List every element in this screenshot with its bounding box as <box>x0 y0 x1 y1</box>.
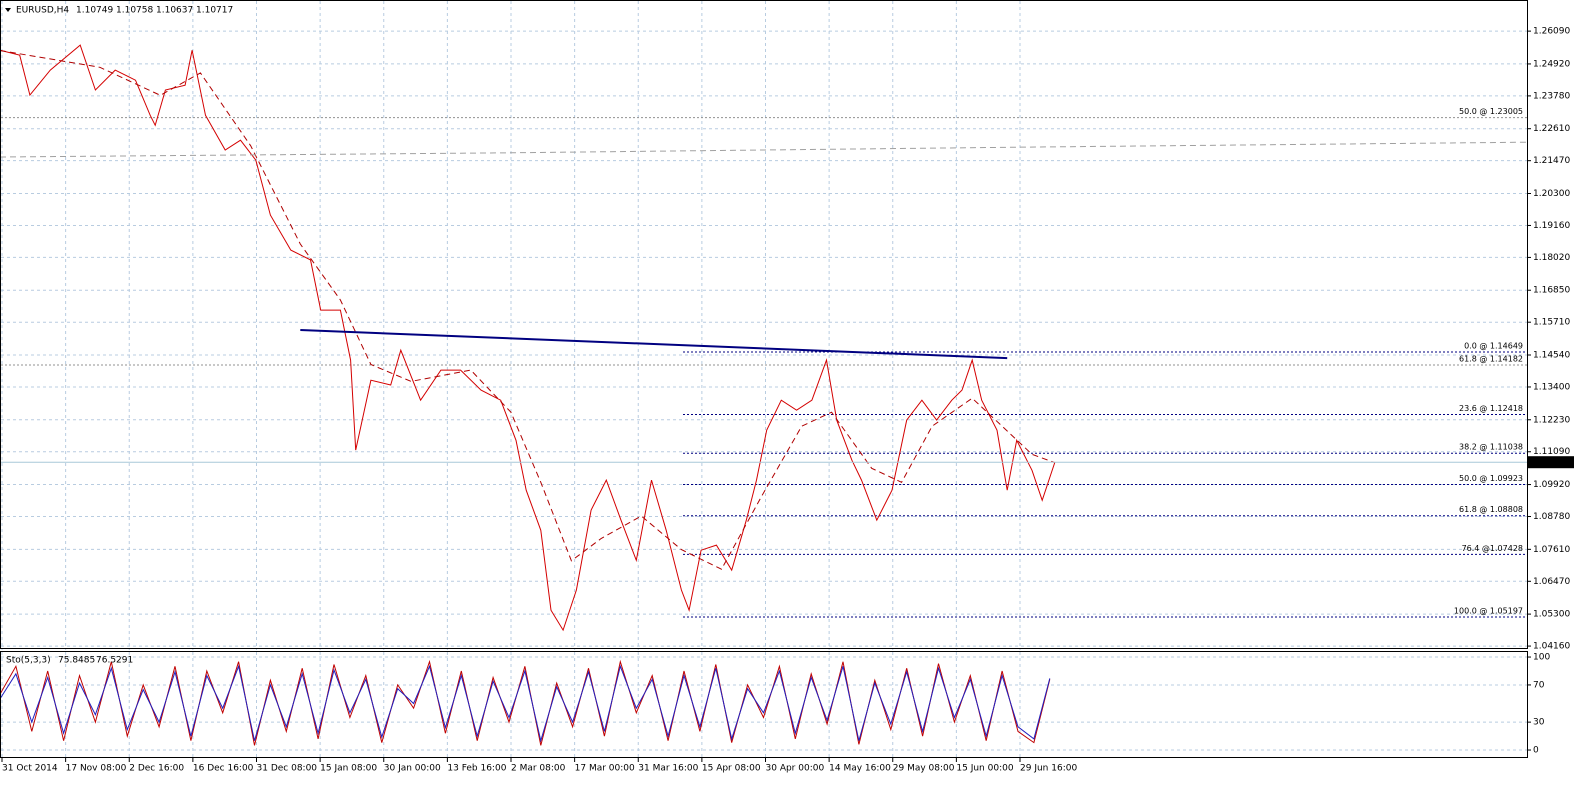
fib-label: 50.0 @ 1.09923 <box>1459 474 1523 483</box>
y-tick-label: 1.09920 <box>1533 480 1570 490</box>
menu-arrow[interactable] <box>5 8 11 12</box>
series-line <box>0 141 1528 158</box>
y-tick-label: 1.11090 <box>1533 447 1570 457</box>
oscillator-signal: 76.5291 <box>96 656 133 666</box>
x-tick-label: 15 Jun 00:00 <box>956 764 1013 774</box>
oscillator-main: 75.8485 <box>58 656 95 666</box>
symbol: EURUSD,H4 <box>16 6 69 16</box>
high: 1.10758 <box>116 6 153 16</box>
close: 1.10717 <box>196 6 233 16</box>
y-tick-label: 1.26090 <box>1533 27 1570 37</box>
x-tick-label: 13 Feb 16:00 <box>447 764 506 774</box>
last-price-box <box>1528 456 1574 469</box>
y-tick-label: 1.16850 <box>1533 286 1570 296</box>
fib-label: 0.0 @ 1.14649 <box>1464 341 1523 350</box>
x-tick-label: 16 Dec 16:00 <box>193 764 254 774</box>
y-tick-label: 1.06470 <box>1533 577 1570 587</box>
fib-label: 23.6 @ 1.12418 <box>1459 404 1523 413</box>
grid-layer: 31 Oct 2014 17 Nov 08:00 2 Dec 16:00 16 Dec… <box>1 1 1570 774</box>
x-tick-label: 30 Jan 00:00 <box>384 764 441 774</box>
low: 1.10637 <box>156 6 193 16</box>
level-label: 50.0 @ 1.23005 <box>1459 107 1523 116</box>
x-tick-label: 30 Apr 00:00 <box>766 764 825 774</box>
fib-label: 38.2 @ 1.11038 <box>1459 443 1523 452</box>
x-tick-label: 31 Mar 16:00 <box>638 764 698 774</box>
series-line <box>0 659 1051 746</box>
x-tick-label: 2 Dec 16:00 <box>129 764 184 774</box>
x-tick-label: 31 Oct 2014 <box>2 764 58 774</box>
level-label: 61.8 @ 1.14182 <box>1459 355 1523 364</box>
y-tick-label: 1.05300 <box>1533 610 1570 620</box>
x-tick-label: 31 Dec 08:00 <box>257 764 318 774</box>
y-tick-label: 1.22610 <box>1533 124 1570 134</box>
y-tick-label: 1.24920 <box>1533 59 1570 69</box>
main-panel-border <box>0 0 1528 649</box>
fib-label: 61.8 @ 1.08808 <box>1459 505 1523 514</box>
y-tick-label: 1.19160 <box>1533 221 1570 231</box>
open: 1.10749 <box>76 6 113 16</box>
x-tick-label: 17 Nov 08:00 <box>66 764 127 774</box>
series-line <box>0 50 1056 570</box>
y-tick-label: 1.13400 <box>1533 382 1570 392</box>
y-tick-label: 1.14540 <box>1533 351 1570 361</box>
series-line <box>0 44 1056 632</box>
x-tick-label: 14 May 16:00 <box>829 764 891 774</box>
x-tick-label: 2 Mar 08:00 <box>511 764 566 774</box>
y-tick-label: 1.12230 <box>1533 415 1570 425</box>
y-tick-label: 1.08780 <box>1533 512 1570 522</box>
y-tick-label: 100 <box>1533 653 1550 663</box>
oscillator-title: Sto(5,3,3) <box>6 656 51 666</box>
y-tick-label: 1.21470 <box>1533 156 1570 166</box>
last-price-label: 1.10717 <box>1533 458 1570 468</box>
series-line <box>0 664 1051 743</box>
y-tick-label: 1.07610 <box>1533 545 1570 555</box>
y-tick-label: 1.04160 <box>1533 642 1570 652</box>
x-tick-label: 17 Mar 00:00 <box>575 764 635 774</box>
x-tick-label: 29 May 08:00 <box>893 764 955 774</box>
y-tick-label: 1.15710 <box>1533 318 1570 328</box>
x-tick-label: 15 Jan 08:00 <box>320 764 377 774</box>
series-line <box>300 329 1008 360</box>
y-tick-label: 30 <box>1533 718 1545 728</box>
data-layer: 61.8 @ 1.14182 50.0 @ 1.23005 0.0 @ 1.1464… <box>0 44 1574 746</box>
x-tick-label: 15 Apr 08:00 <box>702 764 761 774</box>
x-tick-label: 29 Jun 16:00 <box>1020 764 1077 774</box>
oscillator-panel-border <box>0 651 1528 758</box>
y-tick-label: 1.23780 <box>1533 91 1570 101</box>
fib-label: 76.4 @1.07428 <box>1462 544 1523 553</box>
y-tick-label: 70 <box>1533 680 1545 690</box>
y-tick-label: 1.20300 <box>1533 189 1570 199</box>
fib-label: 100.0 @ 1.05197 <box>1454 606 1523 615</box>
y-tick-label: 1.18020 <box>1533 253 1570 263</box>
y-tick-label: 0 <box>1533 746 1539 756</box>
